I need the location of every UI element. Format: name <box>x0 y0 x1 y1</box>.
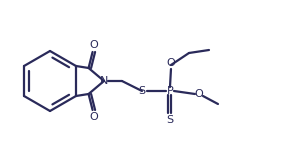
Text: O: O <box>89 40 98 50</box>
Text: O: O <box>195 89 203 99</box>
Text: S: S <box>166 115 173 125</box>
Text: S: S <box>138 86 145 96</box>
Text: N: N <box>100 76 108 85</box>
Text: O: O <box>89 112 98 122</box>
Text: O: O <box>167 58 175 68</box>
Text: P: P <box>167 86 173 96</box>
